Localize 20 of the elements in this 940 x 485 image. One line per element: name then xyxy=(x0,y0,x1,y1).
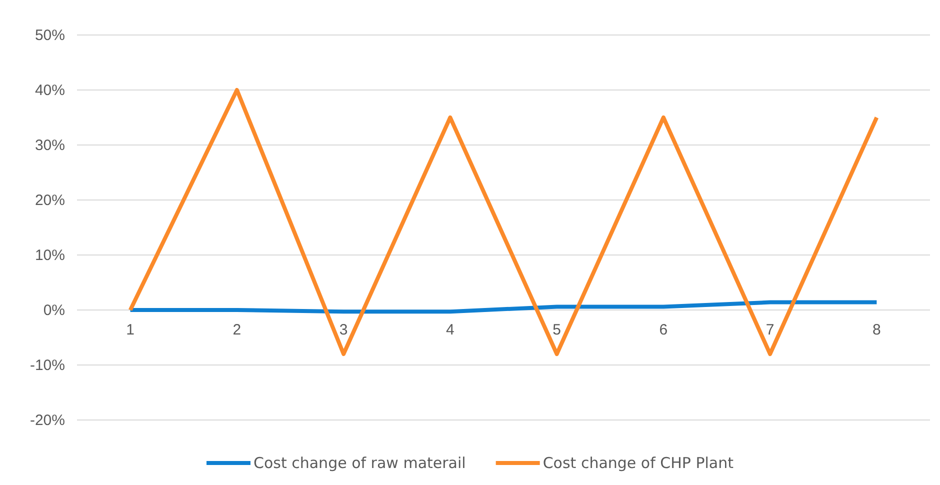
x-tick-label: 1 xyxy=(126,322,134,339)
y-tick-label: 10% xyxy=(34,246,65,264)
x-tick-label: 7 xyxy=(766,322,774,339)
legend-label: Cost change of raw materail xyxy=(254,454,466,472)
y-tick-label: -10% xyxy=(30,356,65,374)
x-tick-label: 2 xyxy=(232,322,242,339)
x-tick-label: 5 xyxy=(552,322,561,339)
y-tick-label: 20% xyxy=(34,192,65,209)
line-series xyxy=(128,300,879,314)
legend-label: Cost change of CHP Plant xyxy=(542,454,734,472)
y-tick-label: 40% xyxy=(34,82,65,99)
y-tick-label: -20% xyxy=(30,412,65,429)
x-tick-label: 3 xyxy=(339,322,348,339)
line-series xyxy=(128,88,879,356)
y-tick-label: 50% xyxy=(34,26,65,44)
y-tick-label: 30% xyxy=(34,136,65,154)
x-tick-label: 6 xyxy=(659,322,668,339)
x-tick-label: 8 xyxy=(872,322,881,339)
y-tick-label: 0% xyxy=(43,302,65,319)
x-tick-label: 4 xyxy=(446,322,454,339)
